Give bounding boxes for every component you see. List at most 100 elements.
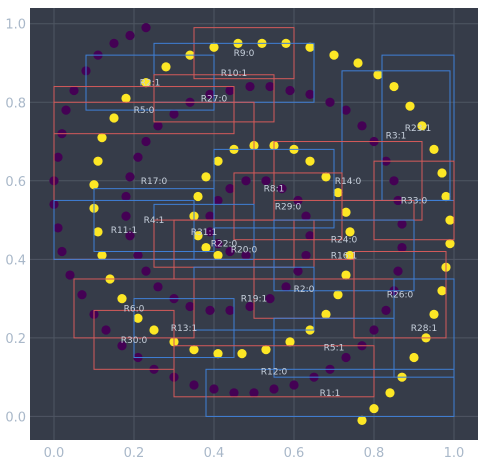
data-point-class-1 (341, 270, 351, 280)
rule-label: R30:0 (121, 336, 148, 346)
data-point-class-1 (357, 415, 367, 425)
data-point-class-1 (353, 58, 363, 68)
data-point-class-1 (201, 172, 211, 182)
rule-box (133, 298, 235, 359)
data-point-class-1 (369, 403, 379, 414)
data-point-class-0 (265, 294, 275, 304)
rule-label: R14:0 (335, 177, 362, 187)
rule-label: R27:0 (201, 94, 228, 104)
rule-label: R9:0 (234, 49, 255, 59)
data-point-class-0 (381, 305, 391, 315)
data-point-class-0 (125, 231, 135, 241)
data-point-class-1 (97, 250, 107, 261)
data-point-class-0 (341, 352, 351, 363)
rule-label: R26:0 (387, 291, 414, 301)
data-point-class-1 (345, 227, 355, 237)
rule-label: R2:1 (140, 79, 161, 89)
rule-label: R10:1 (221, 69, 247, 79)
data-point-class-0 (117, 341, 127, 351)
rule-label: R13:1 (171, 324, 197, 334)
data-point-class-1 (193, 231, 203, 241)
data-point-class-0 (341, 105, 351, 115)
rule-box (173, 219, 315, 280)
rule-label: R23:1 (405, 124, 431, 134)
data-point-class-1 (321, 172, 331, 182)
rule-box (353, 250, 447, 339)
data-point-class-1 (333, 290, 343, 300)
rule-label: R3:1 (386, 132, 407, 142)
y-tick-label: 0.8 (5, 96, 26, 111)
data-point-class-0 (153, 121, 163, 131)
data-point-class-1 (389, 81, 399, 92)
rule-label: R5:1 (324, 344, 345, 354)
data-point-class-0 (397, 242, 407, 253)
data-point-class-0 (133, 250, 143, 261)
data-point-class-1 (93, 227, 103, 237)
data-point-class-0 (57, 246, 67, 257)
data-point-class-0 (65, 270, 75, 280)
data-point-class-0 (225, 85, 235, 96)
data-point-class-0 (261, 176, 271, 186)
data-point-class-0 (305, 89, 315, 99)
data-point-class-0 (393, 266, 403, 276)
data-point-class-0 (369, 325, 379, 335)
data-point-class-0 (125, 30, 135, 41)
rule-box (273, 219, 415, 292)
data-point-class-1 (445, 239, 455, 249)
data-point-class-1 (445, 215, 455, 225)
data-point-class-1 (109, 113, 119, 123)
data-point-class-0 (77, 290, 87, 300)
data-point-class-1 (441, 191, 451, 202)
data-point-class-1 (385, 388, 395, 398)
data-point-class-1 (213, 250, 223, 261)
data-point-class-0 (125, 172, 135, 182)
rule-box (273, 317, 395, 378)
data-point-class-0 (245, 301, 255, 312)
data-point-class-0 (357, 121, 367, 131)
data-point-class-0 (101, 325, 111, 335)
data-point-class-1 (201, 242, 211, 253)
data-point-class-1 (405, 101, 415, 111)
data-point-class-0 (121, 191, 131, 202)
rule-box (53, 199, 195, 260)
data-point-class-0 (229, 388, 239, 398)
data-point-class-0 (153, 282, 163, 292)
rule-box (381, 54, 455, 201)
x-axis-ticks: 0.0 0.2 0.4 0.6 0.8 1.0 (44, 446, 465, 461)
data-point-class-0 (225, 305, 235, 315)
rule-label: R11:1 (111, 226, 137, 236)
data-point-class-1 (213, 156, 223, 166)
data-point-class-1 (333, 187, 343, 198)
data-point-class-0 (277, 184, 287, 194)
data-point-class-0 (189, 380, 199, 390)
rule-label: R19:1 (241, 295, 267, 305)
data-point-class-1 (213, 349, 223, 359)
data-point-class-1 (261, 345, 271, 355)
data-point-class-0 (141, 266, 151, 276)
y-axis-ticks: 0.0 0.2 0.4 0.6 0.8 1.0 (5, 18, 26, 426)
data-point-class-1 (149, 325, 159, 335)
x-tick-label: 1.0 (444, 446, 465, 461)
data-point-class-1 (305, 156, 315, 166)
data-point-class-1 (321, 309, 331, 319)
rule-label: R16:1 (331, 251, 357, 261)
data-point-class-1 (417, 121, 427, 131)
points (49, 23, 455, 425)
data-point-class-1 (209, 42, 219, 52)
x-tick-label: 0.2 (124, 446, 145, 461)
data-point-class-1 (121, 93, 131, 103)
rule-label: R5:0 (134, 106, 155, 116)
data-point-class-0 (285, 85, 295, 96)
data-point-class-0 (69, 85, 79, 96)
y-tick-label: 0.6 (5, 175, 26, 190)
data-point-class-1 (161, 62, 171, 72)
rule-box (173, 345, 375, 398)
data-point-class-0 (269, 384, 279, 394)
data-point-class-0 (289, 380, 299, 390)
rule-label: R33:0 (401, 196, 428, 206)
data-point-class-1 (409, 352, 419, 363)
data-point-class-1 (89, 180, 99, 190)
rule-label: R29:0 (275, 202, 302, 212)
